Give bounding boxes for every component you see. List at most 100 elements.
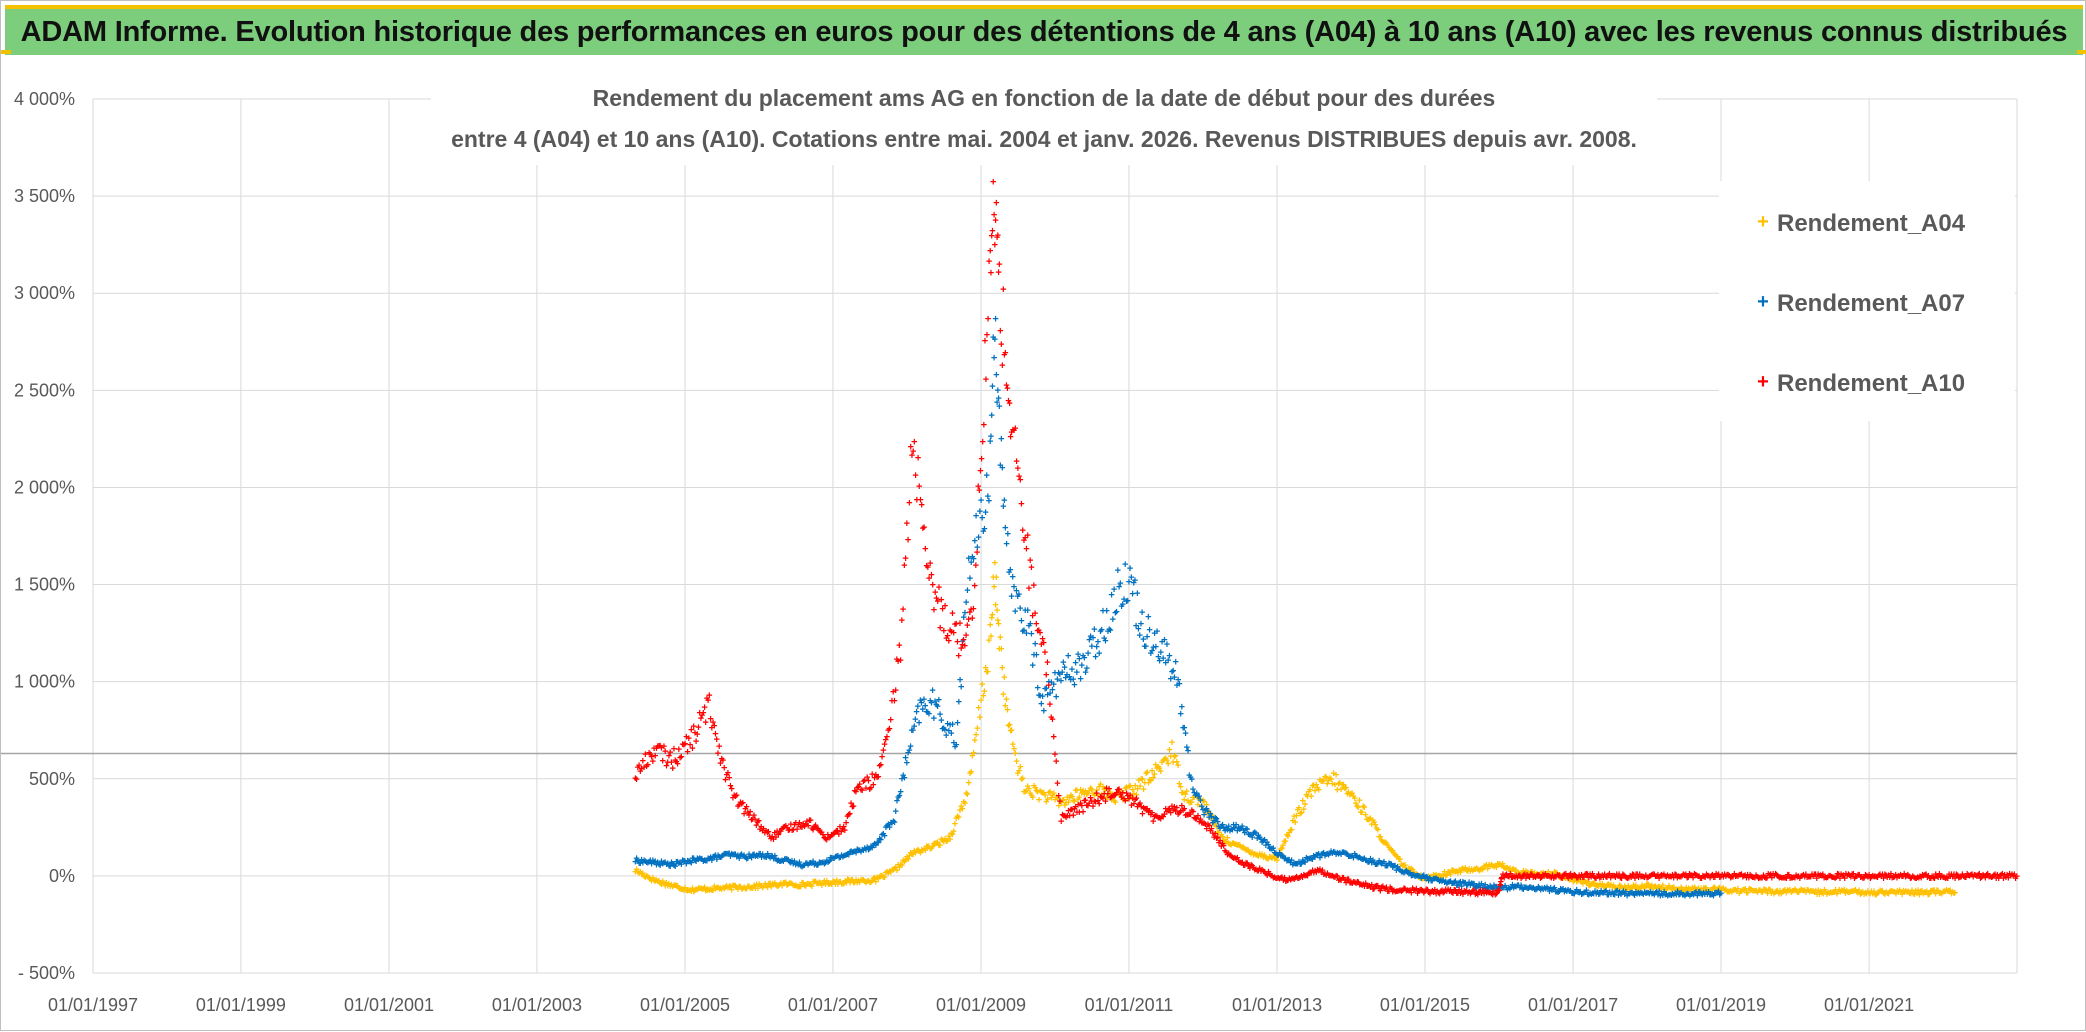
data-point: + [1684,889,1690,901]
data-point: + [1613,886,1619,898]
data-point: + [1646,889,1652,901]
data-point: + [746,881,752,893]
data-point: + [1017,603,1023,615]
data-point: + [1452,867,1458,879]
data-point: + [1511,871,1517,883]
data-point: + [1520,870,1526,882]
data-point: + [1003,539,1009,551]
data-point: + [1080,785,1086,797]
data-point: + [1013,586,1019,598]
data-point: + [1651,881,1657,893]
data-point: + [1647,871,1653,883]
data-point: + [753,879,759,891]
data-point: + [1460,889,1466,901]
data-point: + [925,562,931,574]
data-point: + [1560,870,1566,882]
data-point: + [776,879,782,891]
data-point: + [1041,787,1047,799]
data-point: + [829,853,835,865]
data-point: + [1706,871,1712,883]
data-point: + [951,737,957,749]
data-point: + [684,856,690,868]
data-point: + [1746,872,1752,884]
data-point: + [849,802,855,814]
data-point: + [1953,869,1959,881]
data-point: + [1633,880,1639,892]
data-point: + [1982,872,1988,884]
data-point: + [1139,774,1145,786]
data-point: + [641,762,647,774]
data-point: + [1010,571,1016,583]
data-point: + [942,834,948,846]
data-point: + [1302,857,1308,869]
data-point: + [874,772,880,784]
data-point: + [673,856,679,868]
x-tick-label: 01/01/2019 [1676,995,1766,1015]
data-point: + [1494,859,1500,871]
data-point: + [656,875,662,887]
data-point: + [917,494,923,506]
data-point: + [1825,872,1831,884]
data-point: + [942,600,948,612]
data-point: + [810,877,816,889]
data-point: + [1345,787,1351,799]
data-point: + [1682,886,1688,898]
data-point: + [1403,885,1409,897]
data-point: + [868,841,874,853]
data-point: + [1259,865,1265,877]
data-point: + [968,557,974,569]
data-point: + [1566,875,1572,887]
data-point: + [1677,871,1683,883]
data-point: + [814,860,820,872]
data-point: + [1574,884,1580,896]
data-point: + [925,842,931,854]
data-point: + [1245,861,1251,873]
data-point: + [1323,849,1329,861]
data-point: + [931,605,937,617]
data-point: + [1471,864,1477,876]
data-point: + [991,582,997,594]
data-point: + [973,560,979,572]
data-point: + [860,875,866,887]
data-point: + [676,883,682,895]
data-point: + [2011,869,2017,881]
data-point: + [720,850,726,862]
data-point: + [1762,884,1768,896]
data-point: + [979,513,985,525]
data-point: + [1895,887,1901,899]
data-point: + [999,662,1005,674]
data-point: + [1293,871,1299,883]
data-point: + [1165,804,1171,816]
data-point: + [1371,857,1377,869]
data-point: + [839,824,845,836]
data-point: + [1356,879,1362,891]
data-point: + [1402,884,1408,896]
data-point: + [780,822,786,834]
data-point: + [1306,786,1312,798]
data-point: + [1476,879,1482,891]
data-point: + [1095,796,1101,808]
data-point: + [1463,880,1469,892]
data-point: + [1603,882,1609,894]
data-point: + [1001,349,1007,361]
data-point: + [1214,832,1220,844]
data-point: + [1211,832,1217,844]
data-point: + [1372,859,1378,871]
data-point: + [648,751,654,763]
data-point: + [871,873,877,885]
data-point: + [1259,849,1265,861]
header-banner: ADAM Informe. Evolution historique des p… [5,5,2083,55]
data-point: + [978,695,984,707]
data-point: + [1172,750,1178,762]
data-point: + [1082,786,1088,798]
data-point: + [1714,888,1720,900]
data-point: + [1345,851,1351,863]
data-point: + [1860,886,1866,898]
data-point: + [1023,628,1029,640]
data-point: + [776,856,782,868]
data-point: + [1465,866,1471,878]
data-point: + [1105,626,1111,638]
data-point: + [1678,882,1684,894]
data-point: + [860,845,866,857]
data-point: + [1717,872,1723,884]
